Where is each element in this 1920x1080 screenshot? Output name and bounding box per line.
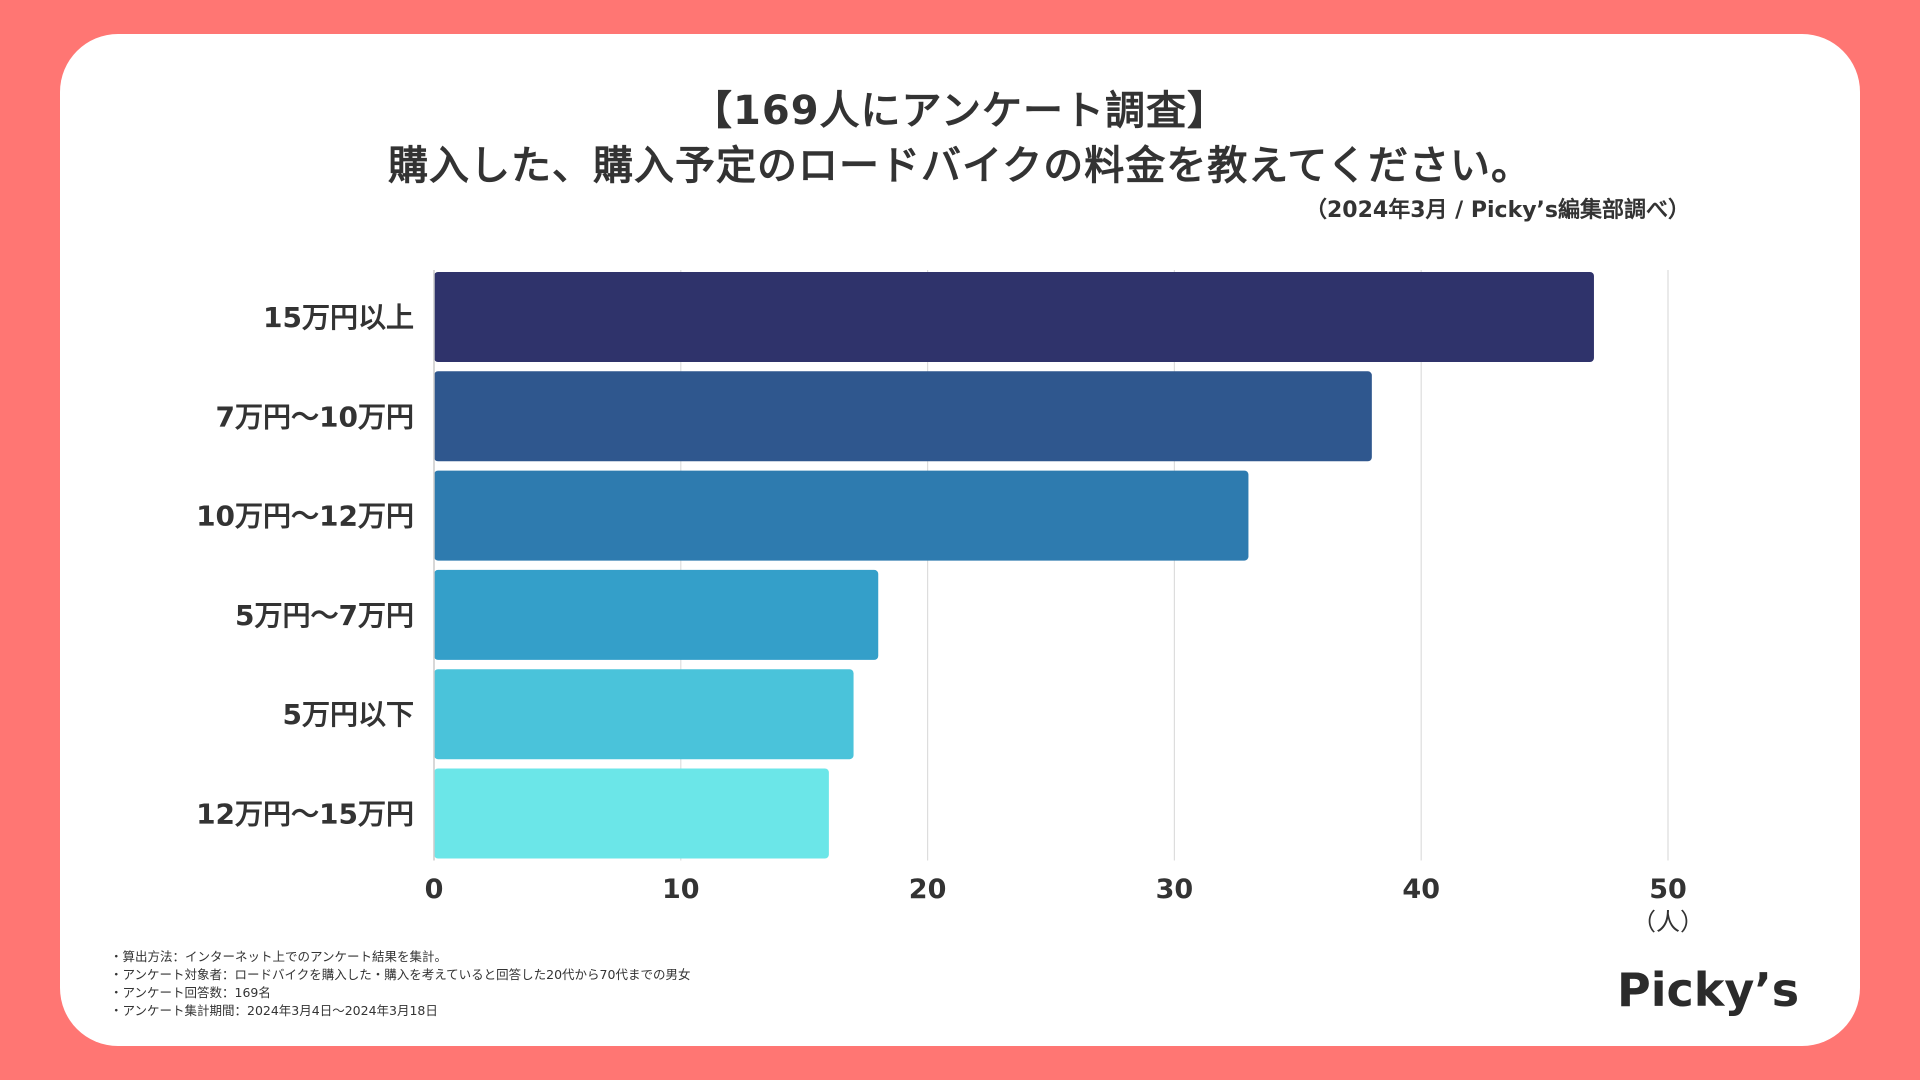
bar [434,768,829,859]
category-label: 12万円〜15万円 [196,798,414,831]
chart-source: （2024年3月 / Picky’s編集部調べ） [1304,198,1690,223]
footnote-period: ・アンケート集計期間：2024年3月4日〜2024年3月18日 [110,1003,438,1018]
x-axis-unit-label: （人） [1632,908,1704,936]
bar [434,371,1372,462]
x-tick-label: 0 [425,874,444,905]
pickys-logo: Picky’s [1617,963,1800,1017]
category-label: 5万円以下 [283,698,414,731]
x-tick-label: 30 [1156,874,1194,905]
category-label: 7万円〜10万円 [216,400,414,433]
category-label: 10万円〜12万円 [196,500,414,533]
footnote-count: ・アンケート回答数：169名 [110,985,271,1000]
footnote-method: ・算出方法：インターネット上でのアンケート結果を集計。 [110,949,448,964]
chart-title-line2: 購入した、購入予定のロードバイクの料金を教えてください。 [388,143,1532,189]
footnote-target: ・アンケート対象者：ロードバイクを購入した・購入を考えていると回答した20代から… [110,967,691,982]
bar [434,470,1249,561]
x-tick-label: 20 [909,874,947,905]
bar [434,272,1594,362]
x-tick-label: 50 [1649,874,1687,905]
x-tick-label: 10 [662,874,700,905]
footnotes: ・算出方法：インターネット上でのアンケート結果を集計。 ・アンケート対象者：ロー… [110,948,690,1020]
chart-title-line1: 【169人にアンケート調査】 [692,88,1228,134]
category-label: 5万円〜7万円 [235,599,414,632]
bar [434,669,854,760]
bar [434,569,879,660]
category-label: 15万円以上 [263,301,414,334]
x-tick-label: 40 [1402,874,1440,905]
